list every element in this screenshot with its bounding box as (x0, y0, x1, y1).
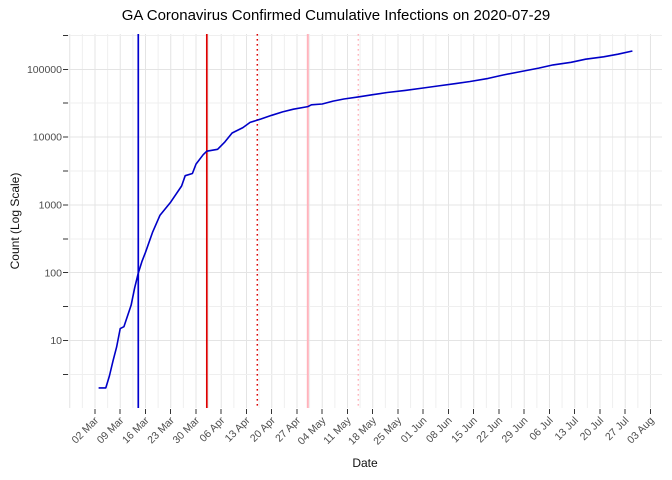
x-tick-label: 13 Jul (553, 415, 581, 443)
y-tick-label: 100 (44, 267, 62, 279)
x-tick-label: 30 Mar (171, 414, 203, 446)
x-tick-label: 04 May (296, 414, 329, 447)
x-tick-label: 02 Mar (70, 414, 102, 446)
x-tick-label: 09 Mar (95, 414, 127, 446)
x-tick-label: 06 Apr (197, 414, 227, 444)
x-tick-label: 20 Jul (578, 415, 606, 443)
x-tick-label: 29 Jun (500, 415, 531, 446)
y-tick-label: 1000 (39, 200, 63, 212)
y-tick-label: 10 (50, 335, 62, 347)
chart-title: GA Coronavirus Confirmed Cumulative Infe… (121, 7, 551, 24)
x-tick-label: 06 Jul (527, 415, 555, 443)
x-tick-label: 22 Jun (474, 415, 505, 446)
x-tick-label: 20 Apr (248, 414, 278, 444)
x-tick-label: 23 Mar (145, 414, 177, 446)
x-axis-title: Date (352, 456, 378, 470)
y-tick-label: 10000 (33, 132, 62, 144)
y-tick-label: 100000 (27, 64, 62, 76)
x-tick-label: 03 Aug (625, 415, 657, 447)
x-tick-label: 15 Jun (449, 415, 480, 446)
x-tick-label: 08 Jun (424, 415, 455, 446)
x-tick-label: 01 Jun (399, 415, 430, 446)
y-axis-title: Count (Log Scale) (8, 172, 22, 270)
data-line (98, 50, 633, 389)
x-tick-label: 25 May (371, 414, 404, 447)
x-tick-label: 13 Apr (223, 414, 253, 444)
x-tick-label: 16 Mar (120, 414, 152, 446)
